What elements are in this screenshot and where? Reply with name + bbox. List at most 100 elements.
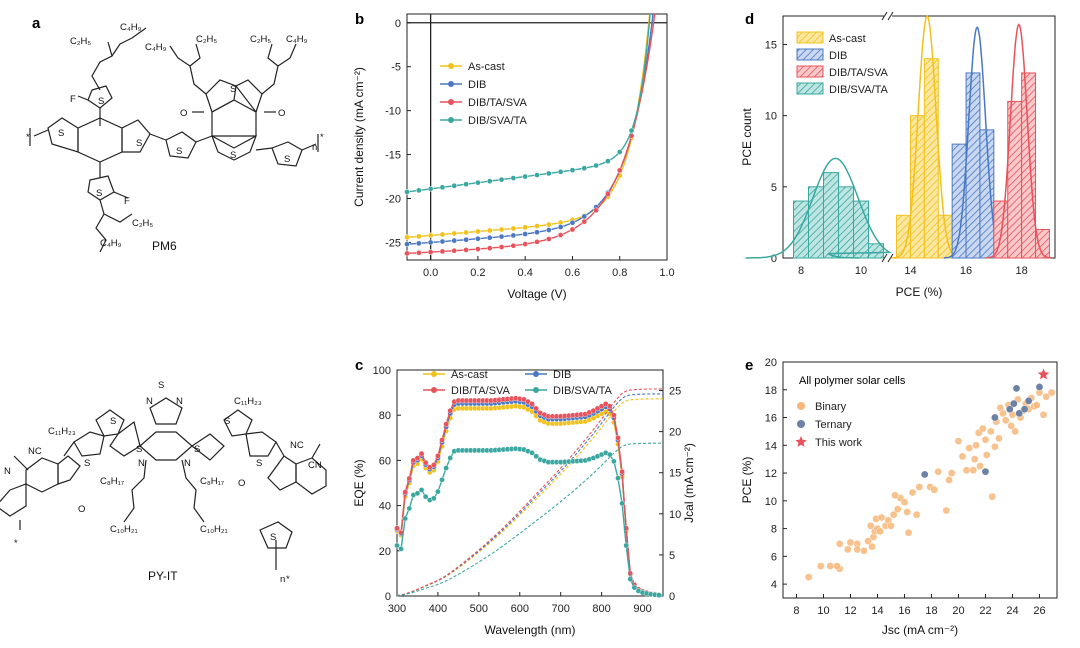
- eqe-x-tick-label: 400: [429, 603, 447, 615]
- scatter-point-binary: [954, 437, 963, 445]
- svg-text:C₂H₅: C₂H₅: [70, 36, 91, 47]
- svg-text:CN: CN: [308, 460, 322, 471]
- hist-x-tick-label: 18: [1016, 265, 1028, 277]
- eqe-point-dib-sva-ta: [431, 495, 437, 502]
- eqe-point-dib-sva-ta: [418, 487, 425, 493]
- hist-legend-label: DIB/TA/SVA: [829, 67, 889, 79]
- panel-a-structures: a: [0, 15, 327, 585]
- scatter-point-binary: [904, 528, 913, 537]
- pce-histogram: d 8 10 14 16 18 0 5 10 15 As-cast DIB DIB/TA/SVA DIB…: [740, 11, 1056, 299]
- scatter-point-binary: [945, 476, 953, 484]
- jv-point-dib-sva-ta: [569, 167, 576, 173]
- jv-x-tick-label: 0.6: [565, 267, 580, 279]
- svg-text:S: S: [270, 532, 276, 543]
- jv-point-dib-sva-ta: [451, 182, 458, 189]
- scatter-x-tick-label: 12: [844, 605, 856, 617]
- eqe-point-dib-ta-sva: [439, 437, 445, 443]
- scatter-x-tick-label: 14: [871, 605, 883, 617]
- scatter-point-ternary: [981, 467, 990, 476]
- eqe-point-dib-ta-sva: [402, 489, 408, 495]
- hist-legend-swatch: [796, 31, 824, 44]
- eqe-point-dib-ta-sva: [529, 401, 535, 407]
- svg-text:S: S: [256, 458, 262, 469]
- hist-break-mark: [887, 253, 894, 263]
- jv-point-dib-ta-sva: [510, 242, 517, 249]
- eqe-y2-tick-label: 5: [669, 550, 675, 562]
- scatter-point-binary: [930, 485, 938, 494]
- pce-x-axis-title: PCE (%): [896, 285, 943, 299]
- jv-point-as-cast: [522, 224, 529, 231]
- svg-text:C₁₀H₂₁: C₁₀H₂₁: [200, 524, 228, 535]
- eqe-x-tick-label: 600: [511, 603, 529, 615]
- svg-text:NC: NC: [28, 446, 42, 457]
- jv-point-dib-sva-ta: [545, 170, 552, 177]
- hist-bar-dib-sva-ta: [793, 200, 809, 259]
- hist-break-mark: [881, 11, 888, 21]
- eqe-legend-marker: [431, 371, 437, 377]
- scatter-point-binary: [970, 455, 979, 463]
- jv-point-dib-sva-ta: [510, 175, 517, 181]
- svg-text:*: *: [14, 538, 18, 549]
- jv-point-dib-ta-sva: [593, 207, 599, 214]
- hist-bar-dib-ta-sva: [1021, 72, 1037, 259]
- hist-bar-dib-ta-sva: [993, 200, 1009, 259]
- jv-point-dib-sva-ta: [439, 184, 446, 191]
- svg-text:S: S: [136, 444, 142, 455]
- pm6-labels: C₂H₅ C₄H₉ F S S S S S F C₄H₉ C₂H₅ C₄H₉ C…: [26, 22, 324, 253]
- scatter-y-tick-label: 14: [765, 440, 777, 452]
- panel-letter-b: b: [355, 11, 364, 28]
- scatter-x-tick-label: 22: [979, 605, 991, 617]
- jv-point-as-cast: [498, 226, 505, 233]
- scatter-point-ternary: [920, 470, 929, 479]
- jv-legend-marker: [448, 81, 454, 87]
- jv-point-dib-sva-ta: [557, 168, 564, 175]
- svg-text:S: S: [58, 128, 64, 139]
- eqe-y-axis-title: EQE (%): [352, 459, 366, 506]
- scatter-point-ternary: [1035, 383, 1044, 391]
- jv-point-dib-ta-sva: [415, 249, 422, 256]
- eqe-point-dib-ta-sva: [422, 459, 429, 466]
- jv-point-dib: [486, 234, 493, 241]
- eqe-frame: [396, 369, 664, 597]
- svg-text:*: *: [26, 132, 30, 143]
- pce-jsc-scatter: e 8 10 12 14 16 18 20 22 24 26 4 6 8 10 12 14 16 18 20 Bina…: [740, 357, 1058, 637]
- eqe-y-tick-label: 60: [379, 455, 391, 467]
- scatter-point-binary: [942, 506, 951, 515]
- eqe-x-tick-label: 900: [633, 603, 651, 615]
- scatter-legend-label: This work: [815, 437, 863, 449]
- scatter-plot-area: 8 10 12 14 16 18 20 22 24 26 4 6 8 10 12 14 16 18 20 Binary…: [765, 357, 1058, 617]
- eqe-point-dib-sva-ta: [619, 500, 625, 507]
- svg-text:n: n: [312, 142, 317, 153]
- pm6-structure: [29, 27, 319, 253]
- svg-text:*: *: [320, 132, 324, 143]
- hist-y-tick-label: 0: [771, 253, 777, 265]
- eqe-point-dib-sva-ta: [422, 493, 429, 500]
- eqe-point-dib-ta-sva: [431, 462, 437, 468]
- scatter-point-binary: [893, 505, 902, 513]
- eqe-point-dib-ta-sva: [414, 455, 421, 461]
- eqe-y2-tick-label: 15: [669, 468, 681, 480]
- scatter-point-binary: [947, 469, 956, 477]
- scatter-point-binary: [887, 522, 895, 530]
- eqe-legend-label: DIB: [553, 369, 571, 381]
- svg-text:n: n: [280, 574, 285, 585]
- eqe-legend-marker: [533, 387, 539, 393]
- eqe-point-dib-ta-sva: [394, 525, 400, 531]
- scatter-point-binary: [835, 540, 844, 548]
- scatter-point-binary: [846, 538, 855, 547]
- jv-point-as-cast: [463, 229, 469, 236]
- jv-point-dib: [415, 240, 422, 247]
- svg-text:C₁₀H₂₁: C₁₀H₂₁: [110, 524, 138, 535]
- jv-y-tick-label: -5: [391, 62, 401, 74]
- jv-point-dib-sva-ta: [463, 181, 469, 188]
- jv-point-dib-sva-ta: [475, 179, 481, 186]
- scatter-point-binary: [962, 466, 971, 475]
- scatter-point-binary: [958, 452, 967, 461]
- jv-point-dib-sva-ta: [522, 173, 529, 180]
- svg-text:S: S: [194, 444, 200, 455]
- jv-point-dib-sva-ta: [534, 172, 540, 178]
- pyit-name: PY-IT: [148, 569, 178, 583]
- scatter-point-ternary: [1005, 405, 1014, 414]
- jv-point-dib-ta-sva: [463, 247, 469, 253]
- svg-text:C₂H₅: C₂H₅: [132, 218, 153, 229]
